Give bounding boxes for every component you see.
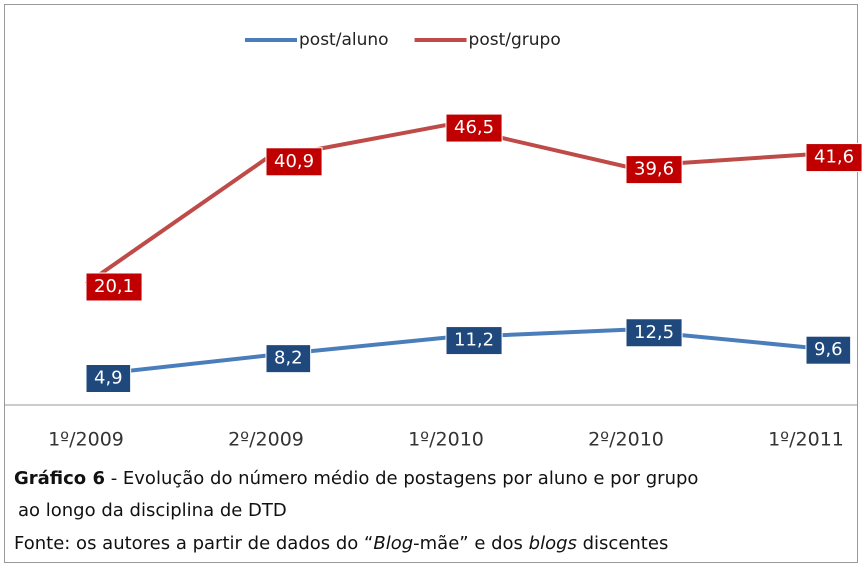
data-label: 46,5: [454, 117, 494, 138]
data-label: 12,5: [634, 322, 674, 343]
source-part: discentes: [577, 533, 668, 554]
series-line: [84, 123, 807, 286]
caption-text: - Evolução do número médio de postagens …: [105, 468, 698, 489]
data-label-box: [625, 155, 683, 185]
data-label-box: [625, 318, 683, 348]
data-label-box: [445, 113, 503, 143]
data-label: 11,2: [454, 330, 494, 351]
source-part: blogs: [529, 533, 577, 554]
caption-line2: ao longo da disciplina de DTD: [18, 500, 287, 521]
data-label: 4,9: [94, 368, 123, 389]
caption: Gráfico 6 - Evolução do número médio de …: [14, 468, 698, 489]
data-label: 9,6: [814, 339, 843, 360]
source-part: Blog: [373, 533, 413, 554]
data-label: 41,6: [814, 147, 854, 168]
x-tick-label: 2º/2010: [588, 429, 664, 451]
legend-label: post/grupo: [469, 30, 561, 50]
x-tick-label: 2º/2009: [228, 429, 304, 451]
data-label: 8,2: [274, 348, 303, 369]
x-tick-label: 1º/2009: [48, 429, 124, 451]
data-label-box: [265, 344, 312, 374]
x-tick-label: 1º/2011: [768, 429, 844, 451]
data-label: 39,6: [634, 159, 674, 180]
data-label-box: [445, 326, 503, 356]
data-label: 40,9: [274, 151, 314, 172]
x-tick-label: 1º/2010: [408, 429, 484, 451]
data-label-box: [85, 364, 132, 394]
data-label-box: [805, 335, 852, 365]
source-part: -mãe” e dos: [413, 533, 529, 554]
source-part: Fonte: os autores a partir de dados do “: [14, 533, 373, 554]
caption-label: Gráfico 6: [14, 468, 105, 489]
data-label: 20,1: [94, 276, 134, 297]
legend-label: post/aluno: [299, 30, 389, 50]
data-label-box: [265, 147, 323, 177]
source: Fonte: os autores a partir de dados do “…: [14, 533, 668, 554]
data-label-box: [805, 143, 863, 173]
data-label-box: [85, 272, 143, 302]
frame: [4, 4, 858, 563]
